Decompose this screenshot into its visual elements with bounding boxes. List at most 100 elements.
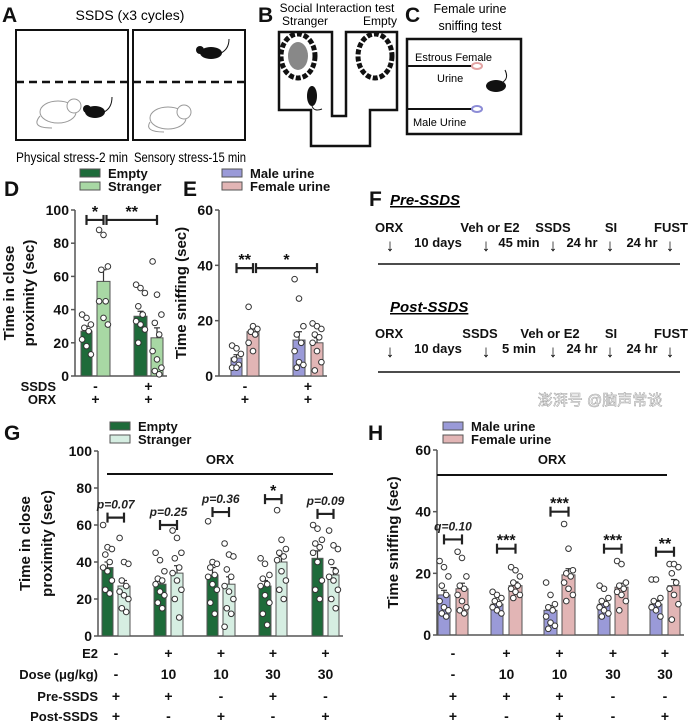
data-point <box>266 599 273 607</box>
condition-label: - <box>611 708 616 724</box>
data-point <box>227 573 235 581</box>
data-point <box>458 554 466 562</box>
data-point <box>516 591 524 599</box>
condition-label: + <box>609 645 617 661</box>
data-point <box>657 613 664 620</box>
condition-label: + <box>661 708 669 724</box>
data-point <box>565 585 572 593</box>
y-tick-label: 20 <box>53 335 69 351</box>
legend-label: Stranger <box>108 179 161 194</box>
female-urine-swab <box>471 62 483 70</box>
data-point <box>600 607 608 614</box>
data-point <box>318 325 325 333</box>
data-point <box>567 573 575 580</box>
data-point <box>312 540 319 547</box>
estrous-female-label: Estrous Female <box>415 52 492 64</box>
data-point <box>276 549 283 557</box>
data-point <box>221 540 228 547</box>
data-point <box>175 564 183 571</box>
data-point <box>156 556 164 564</box>
data-point <box>620 585 628 593</box>
data-point <box>158 577 166 584</box>
data-point <box>161 592 168 599</box>
data-point <box>489 603 496 611</box>
data-point <box>254 325 261 333</box>
data-point <box>211 571 218 579</box>
row-label: E2 <box>82 646 98 661</box>
data-point <box>213 586 221 594</box>
data-point <box>100 314 107 322</box>
chart-d: D 0 20 40 60 80 100 Time in close proximity (sec… <box>1 166 167 407</box>
down-arrow-icon: ↓ <box>549 342 558 361</box>
timeline-interval: 10 days <box>414 341 462 356</box>
y-axis-label: Time in close <box>17 496 34 591</box>
data-point <box>596 582 603 589</box>
data-point <box>650 597 658 605</box>
data-point <box>293 364 301 372</box>
significance-label: *** <box>497 533 516 550</box>
condition-label: 30 <box>265 666 281 682</box>
data-point <box>154 599 162 607</box>
data-point <box>245 303 252 311</box>
condition-label: - <box>663 688 668 704</box>
data-point <box>300 322 307 330</box>
sensory-stress-box <box>132 29 246 141</box>
y-tick-label: 60 <box>197 202 213 218</box>
data-point <box>460 610 468 617</box>
data-point <box>102 551 109 558</box>
condition-label: - <box>114 645 119 661</box>
data-point <box>276 586 283 594</box>
black-mouse-icon <box>486 69 508 92</box>
data-point <box>151 367 159 375</box>
panel-a: A SSDS (x3 cycles) Physical stress-2 min… <box>2 4 246 165</box>
data-point <box>282 545 290 553</box>
data-point <box>139 311 146 318</box>
y-axis-label: Time in close <box>1 246 18 341</box>
data-point <box>280 553 288 560</box>
data-point <box>125 560 132 568</box>
panel-b: B Social Interaction test Stranger Empty <box>258 1 399 148</box>
data-point <box>99 564 107 571</box>
physical-stress-box <box>15 29 129 141</box>
data-point <box>547 619 554 626</box>
data-point <box>251 331 259 338</box>
row-label: SSDS <box>21 379 57 394</box>
data-point <box>330 577 337 584</box>
watermark: 澎湃号 @脑声常谈 <box>538 391 662 409</box>
condition-label: + <box>555 688 563 704</box>
data-point <box>295 295 303 302</box>
data-point <box>204 518 212 525</box>
data-point <box>600 585 608 593</box>
data-point <box>512 566 519 574</box>
caption-physical-stress: Physical stress-2 min <box>16 150 128 165</box>
data-point <box>668 616 676 623</box>
data-point <box>173 534 181 542</box>
data-point <box>668 570 676 577</box>
timeline-interval: 24 hr <box>626 235 657 250</box>
data-point <box>151 319 159 327</box>
data-point <box>456 582 464 589</box>
data-point <box>312 586 319 594</box>
timeline-interval: 24 hr <box>566 235 597 250</box>
row-label: Post-SSDS <box>30 709 98 724</box>
data-point <box>330 542 337 549</box>
condition-label: + <box>502 645 510 661</box>
black-mouse-icon <box>196 38 230 59</box>
data-point <box>300 361 307 369</box>
condition-label: + <box>661 645 669 661</box>
data-point <box>498 610 505 617</box>
data-point <box>605 594 612 602</box>
data-point <box>223 604 231 612</box>
data-point <box>171 555 179 562</box>
condition-label: + <box>321 708 329 724</box>
white-rat-icon <box>148 104 192 133</box>
data-point <box>440 603 448 611</box>
panel-letter: F <box>369 188 382 211</box>
data-point <box>616 607 623 614</box>
legend-label: Female urine <box>471 432 551 447</box>
data-point <box>161 567 168 575</box>
data-point <box>282 577 290 584</box>
data-point <box>670 591 678 599</box>
data-point <box>560 520 568 528</box>
down-arrow-icon: ↓ <box>482 236 491 255</box>
